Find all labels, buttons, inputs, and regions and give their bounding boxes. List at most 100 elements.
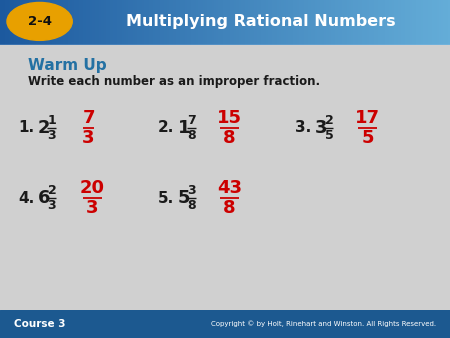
Text: 6: 6: [38, 189, 50, 207]
Bar: [115, 0, 117, 45]
Bar: [232, 0, 234, 45]
Bar: [277, 0, 279, 45]
Bar: [50, 0, 52, 45]
Bar: [421, 0, 423, 45]
Text: Write each number as an improper fraction.: Write each number as an improper fractio…: [28, 75, 320, 88]
Bar: [202, 0, 205, 45]
Text: 17: 17: [355, 109, 380, 127]
Bar: [130, 0, 133, 45]
Bar: [374, 0, 376, 45]
Bar: [396, 0, 399, 45]
Bar: [344, 0, 347, 45]
Bar: [376, 0, 378, 45]
Bar: [88, 0, 90, 45]
Bar: [295, 0, 297, 45]
Bar: [268, 0, 270, 45]
Bar: [238, 0, 241, 45]
Bar: [142, 0, 144, 45]
Bar: [364, 0, 367, 45]
Bar: [9, 0, 12, 45]
Bar: [189, 0, 192, 45]
Bar: [405, 0, 408, 45]
Bar: [171, 0, 174, 45]
Bar: [191, 0, 194, 45]
Bar: [252, 0, 255, 45]
Bar: [412, 0, 414, 45]
Bar: [362, 0, 365, 45]
Text: 2: 2: [38, 119, 50, 137]
Text: 4.: 4.: [18, 191, 34, 206]
Bar: [117, 0, 120, 45]
Bar: [29, 0, 32, 45]
Bar: [209, 0, 212, 45]
Bar: [326, 0, 329, 45]
Bar: [310, 0, 313, 45]
Bar: [416, 0, 419, 45]
Bar: [225, 0, 228, 45]
Bar: [104, 0, 106, 45]
Bar: [394, 0, 396, 45]
Bar: [16, 0, 18, 45]
Bar: [414, 0, 417, 45]
Bar: [281, 0, 284, 45]
Text: Warm Up: Warm Up: [28, 58, 107, 73]
Text: 1: 1: [48, 114, 56, 127]
Bar: [72, 0, 75, 45]
Bar: [144, 0, 147, 45]
Bar: [432, 0, 435, 45]
Bar: [243, 0, 246, 45]
Bar: [187, 0, 189, 45]
Bar: [428, 0, 430, 45]
Text: 1: 1: [178, 119, 190, 137]
Bar: [218, 0, 221, 45]
Bar: [380, 0, 383, 45]
Bar: [184, 0, 187, 45]
Bar: [423, 0, 426, 45]
Bar: [119, 0, 122, 45]
Bar: [106, 0, 108, 45]
Text: 3: 3: [48, 129, 56, 142]
Bar: [367, 0, 369, 45]
Bar: [178, 0, 180, 45]
Bar: [164, 0, 167, 45]
Bar: [245, 0, 248, 45]
Text: 8: 8: [188, 199, 196, 212]
Bar: [292, 0, 295, 45]
Bar: [92, 0, 95, 45]
Bar: [52, 0, 54, 45]
Bar: [425, 0, 428, 45]
Bar: [418, 0, 421, 45]
Bar: [387, 0, 390, 45]
Bar: [43, 0, 45, 45]
Bar: [308, 0, 311, 45]
Bar: [392, 0, 394, 45]
Bar: [63, 0, 66, 45]
Bar: [40, 0, 43, 45]
Bar: [434, 0, 437, 45]
Bar: [302, 0, 304, 45]
Bar: [32, 0, 34, 45]
Bar: [261, 0, 264, 45]
Text: 5.: 5.: [158, 191, 174, 206]
Bar: [320, 0, 322, 45]
Bar: [266, 0, 268, 45]
Bar: [272, 0, 275, 45]
Bar: [313, 0, 315, 45]
Bar: [306, 0, 309, 45]
Text: 3: 3: [82, 129, 95, 147]
Bar: [356, 0, 358, 45]
Text: Multiplying Rational Numbers: Multiplying Rational Numbers: [126, 14, 396, 29]
Bar: [22, 0, 25, 45]
Bar: [198, 0, 201, 45]
Text: 15: 15: [217, 109, 242, 127]
Bar: [97, 0, 99, 45]
Bar: [79, 0, 81, 45]
Bar: [342, 0, 345, 45]
Bar: [263, 0, 266, 45]
Bar: [90, 0, 93, 45]
Bar: [328, 0, 331, 45]
Bar: [25, 0, 27, 45]
Bar: [65, 0, 68, 45]
Bar: [430, 0, 432, 45]
Bar: [378, 0, 381, 45]
